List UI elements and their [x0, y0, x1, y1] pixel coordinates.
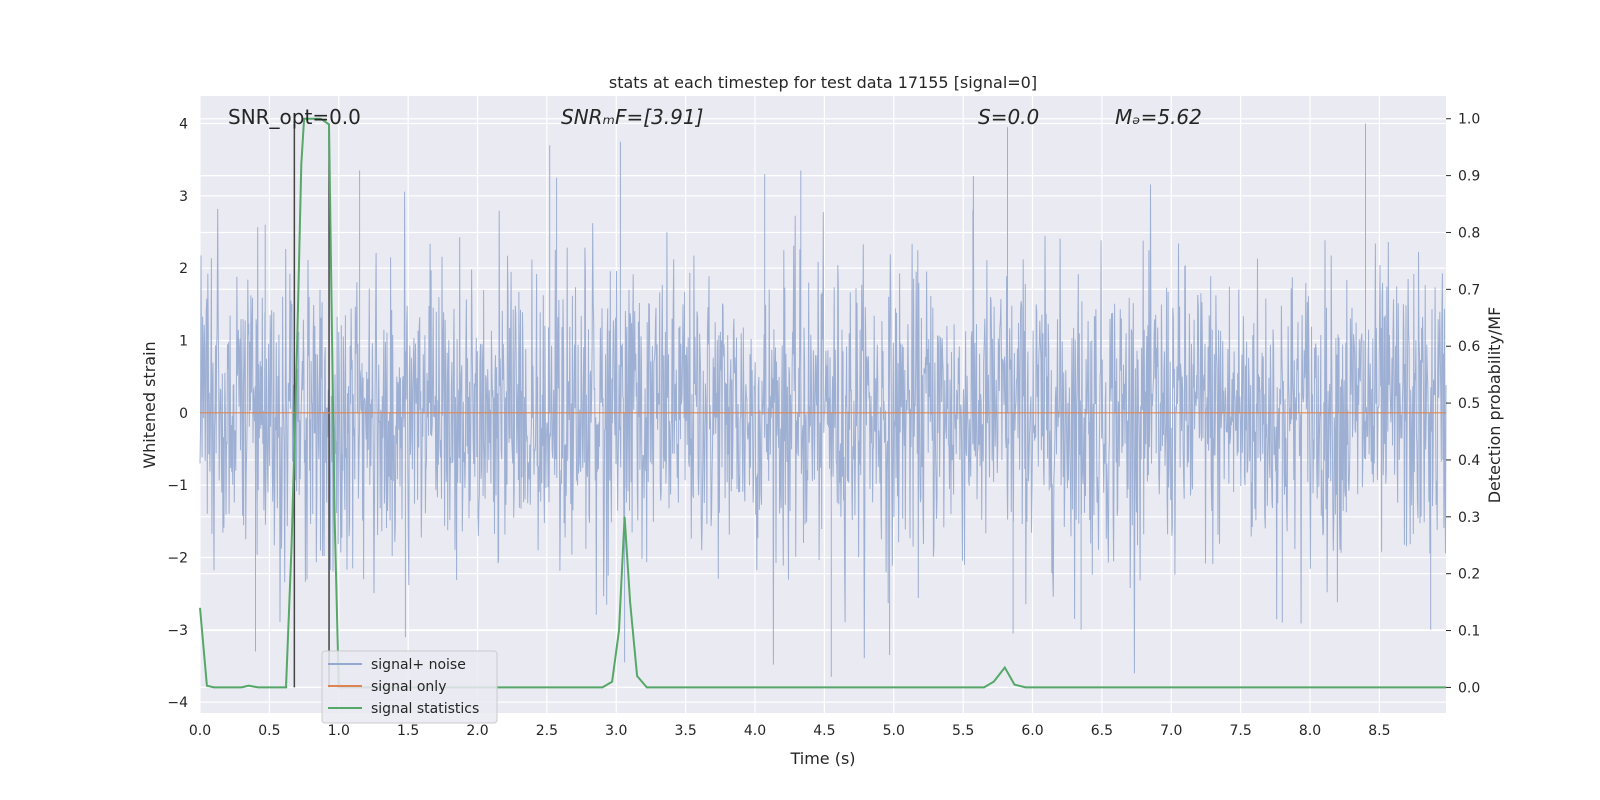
x-tick-label: 1.0: [328, 723, 350, 739]
y-tick-label-left: −4: [167, 695, 188, 711]
x-tick-label: 7.0: [1160, 723, 1182, 739]
x-tick-label: 2.5: [536, 723, 558, 739]
x-tick-label: 1.5: [397, 723, 419, 739]
legend: signal+ noise signal only signal statist…: [321, 650, 498, 724]
y-tick-label-right: 0.5: [1458, 396, 1480, 412]
x-tick-label: 8.5: [1368, 723, 1390, 739]
vertical-markers: [293, 123, 330, 688]
y-tick-label-right: 0.0: [1458, 680, 1480, 696]
x-tick-label: 2.0: [466, 723, 488, 739]
legend-label-signal-statistics: signal statistics: [371, 701, 479, 717]
x-tick-label: 4.0: [744, 723, 766, 739]
legend-box: [321, 650, 498, 724]
y-tick-label-left: −3: [167, 623, 188, 639]
y-tick-label-left: −1: [167, 478, 188, 494]
x-tick-label: 3.5: [675, 723, 697, 739]
y-tick-label-right: 0.1: [1458, 624, 1480, 640]
x-tick-label: 3.0: [605, 723, 627, 739]
x-tick-label: 8.0: [1299, 723, 1321, 739]
annotations: SNR_opt=0.0 SNRₘF=[3.91] S=0.0 Mₔ=5.62: [228, 105, 1202, 129]
x-tick-label: 5.5: [952, 723, 974, 739]
tick-labels: 0.0 0.5 1.0 1.5 2.0 2.5 3.0 3.5 4.0 4.5 5.0 5.5 6.0 6…: [167, 112, 1480, 739]
annotation-snr-mf: SNRₘF=[3.91]: [561, 105, 703, 129]
x-tick-label: 6.0: [1021, 723, 1043, 739]
x-tick-label: 6.5: [1091, 723, 1113, 739]
signal-noise-line: [199, 123, 1447, 677]
grid: [199, 96, 1446, 713]
legend-label-signal-noise: signal+ noise: [371, 657, 466, 673]
y-tick-label-right: 0.7: [1458, 282, 1480, 298]
annotation-snr-opt: SNR_opt=0.0: [228, 105, 361, 129]
x-tick-label: 0.0: [189, 723, 211, 739]
x-tick-label: 7.5: [1230, 723, 1252, 739]
annotation-mc: Mₔ=5.62: [1115, 105, 1202, 129]
y-tick-label-right: 0.3: [1458, 510, 1480, 526]
y-tick-label-right: 0.8: [1458, 225, 1480, 241]
y-axis-label-left: Whitened strain: [140, 341, 159, 468]
legend-label-signal-only: signal only: [371, 679, 446, 695]
y-tick-label-left: 3: [179, 189, 188, 205]
y-tick-label-left: 0: [179, 406, 188, 422]
y-tick-label-right: 1.0: [1458, 112, 1480, 128]
y-tick-label-left: −2: [167, 550, 188, 566]
x-axis-label: Time (s): [789, 749, 855, 768]
y-tick-label-right: 0.9: [1458, 169, 1480, 185]
signal-noise-series: [199, 123, 1447, 677]
y-tick-label-right: 0.6: [1458, 339, 1480, 355]
y-axis-label-right: Detection probability/MF: [1485, 307, 1504, 504]
x-tick-label: 5.0: [883, 723, 905, 739]
y-tick-label-left: 4: [179, 116, 188, 132]
y-tick-label-right: 0.4: [1458, 453, 1480, 469]
annotation-s: S=0.0: [978, 105, 1039, 129]
x-tick-label: 4.5: [813, 723, 835, 739]
y-tick-label-right: 0.2: [1458, 567, 1480, 583]
x-tick-label: 0.5: [258, 723, 280, 739]
y-tick-label-left: 1: [179, 333, 188, 349]
chart-title: stats at each timestep for test data 171…: [609, 73, 1037, 92]
y-tick-label-left: 2: [179, 261, 188, 277]
